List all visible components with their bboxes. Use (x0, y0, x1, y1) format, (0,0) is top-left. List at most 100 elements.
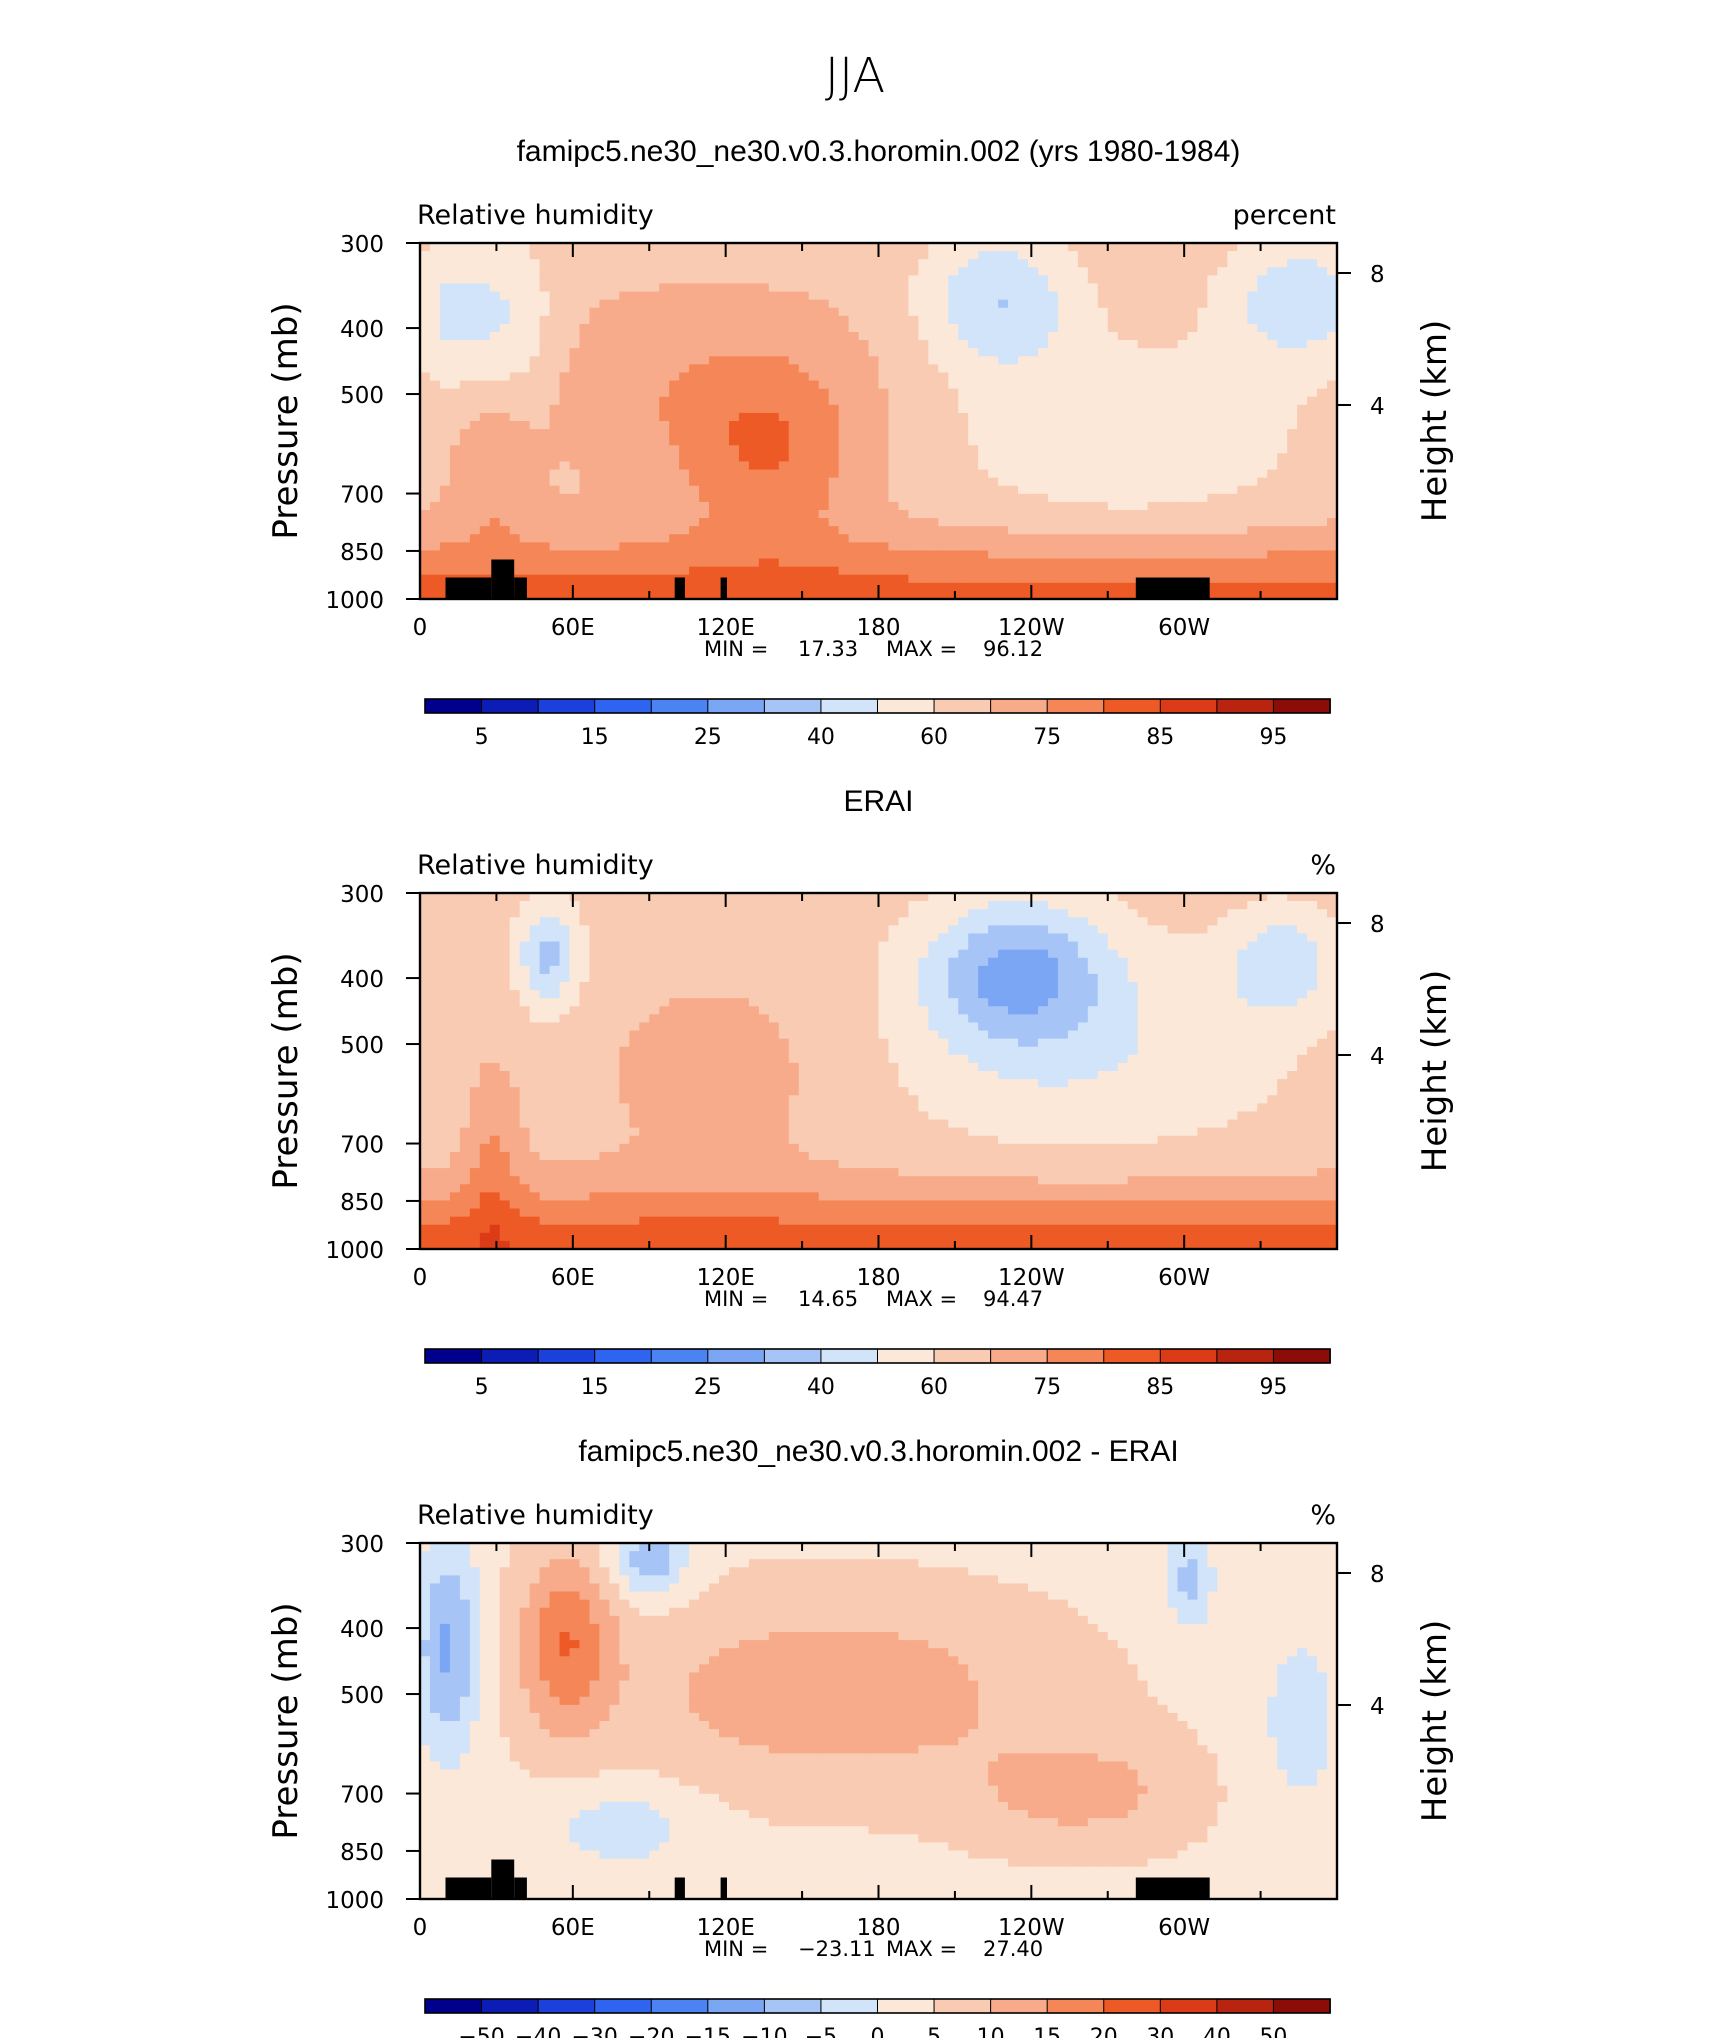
contour-cell (888, 526, 899, 535)
contour-cell (998, 389, 1009, 398)
contour-cell (928, 316, 939, 325)
contour-cell (649, 429, 660, 438)
contour-cell (520, 1063, 531, 1072)
contour-cell (809, 550, 820, 559)
contour-cell (1108, 364, 1119, 373)
contour-cell (530, 998, 541, 1007)
contour-cell (450, 942, 461, 951)
contour-cell (948, 453, 959, 462)
contour-cell (799, 453, 810, 462)
contour-cell (599, 267, 610, 276)
contour-cell (1038, 275, 1049, 284)
contour-cell (1197, 292, 1208, 301)
contour-cell (530, 494, 541, 503)
contour-cell (480, 413, 491, 422)
contour-cell (1207, 453, 1218, 462)
contour-cell (1287, 421, 1298, 430)
contour-cell (888, 486, 899, 495)
contour-cell (520, 1184, 531, 1193)
contour-cell (560, 1111, 571, 1120)
contour-cell (1187, 308, 1198, 317)
contour-cell (1058, 437, 1069, 446)
contour-cell (769, 575, 780, 584)
contour-cell (679, 542, 690, 551)
contour-cell (589, 332, 600, 341)
contour-cell (579, 1079, 590, 1088)
contour-cell (888, 502, 899, 511)
contour-cell (799, 575, 810, 584)
contour-cell (968, 397, 979, 406)
contour-cell (1197, 470, 1208, 479)
contour-cell (809, 437, 820, 446)
contour-cell (669, 389, 680, 398)
contour-cell (749, 445, 760, 454)
contour-cell (1058, 567, 1069, 576)
contour-cell (689, 518, 700, 527)
contour-cell (729, 356, 740, 365)
contour-cell (799, 372, 810, 381)
contour-cell (779, 275, 790, 284)
contour-cell (1287, 259, 1298, 268)
contour-cell (1058, 550, 1069, 559)
contour-cell (639, 534, 650, 543)
contour-cell (570, 348, 581, 357)
contour-cell (879, 510, 890, 519)
contour-cell (928, 405, 939, 414)
contour-cell (470, 1200, 481, 1209)
contour-cell (719, 550, 730, 559)
contour-cell (978, 316, 989, 325)
contour-cell (619, 534, 630, 543)
contour-cell (869, 445, 880, 454)
contour-cell (520, 1233, 531, 1242)
contour-cell (869, 356, 880, 365)
contour-cell (1257, 437, 1268, 446)
contour-cell (619, 575, 630, 584)
contour-cell (739, 340, 750, 349)
contour-cell (560, 316, 571, 325)
contour-cell (888, 437, 899, 446)
contour-cell (1267, 453, 1278, 462)
contour-cell (530, 893, 541, 902)
contour-cell (1058, 259, 1069, 268)
contour-cell (859, 510, 870, 519)
contour-cell (1197, 316, 1208, 325)
contour-cell (819, 243, 830, 252)
contour-cell (639, 251, 650, 260)
contour-cell (500, 421, 511, 430)
contour-cell (1227, 283, 1238, 292)
contour-cell (1008, 437, 1019, 446)
contour-cell (1038, 502, 1049, 511)
contour-cell (480, 1006, 491, 1015)
contour-cell (709, 340, 720, 349)
contour-cell (709, 575, 720, 584)
contour-cell (679, 292, 690, 301)
contour-cell (589, 1047, 600, 1056)
contour-cell (579, 1200, 590, 1209)
contour-cell (789, 567, 800, 576)
contour-cell (719, 445, 730, 454)
contour-cell (440, 974, 451, 983)
y-axis-title-right: Height (km) (1415, 320, 1455, 523)
contour-cell (978, 413, 989, 422)
contour-cell (420, 251, 431, 260)
contour-cell (550, 478, 561, 487)
contour-cell (1128, 534, 1139, 543)
contour-cell (480, 243, 491, 252)
contour-cell (1058, 340, 1069, 349)
contour-cell (550, 308, 561, 317)
contour-cell (859, 526, 870, 535)
contour-cell (480, 397, 491, 406)
contour-cell (1267, 316, 1278, 325)
contour-cell (749, 413, 760, 422)
contour-cell (579, 470, 590, 479)
contour-cell (440, 550, 451, 559)
contour-cell (699, 292, 710, 301)
contour-cell (460, 1055, 471, 1064)
contour-cell (839, 526, 850, 535)
contour-cell (898, 300, 909, 309)
contour-cell (1138, 267, 1149, 276)
contour-cell (859, 348, 870, 357)
contour-cell (819, 526, 830, 535)
contour-cell (739, 243, 750, 252)
contour-cell (1078, 494, 1089, 503)
